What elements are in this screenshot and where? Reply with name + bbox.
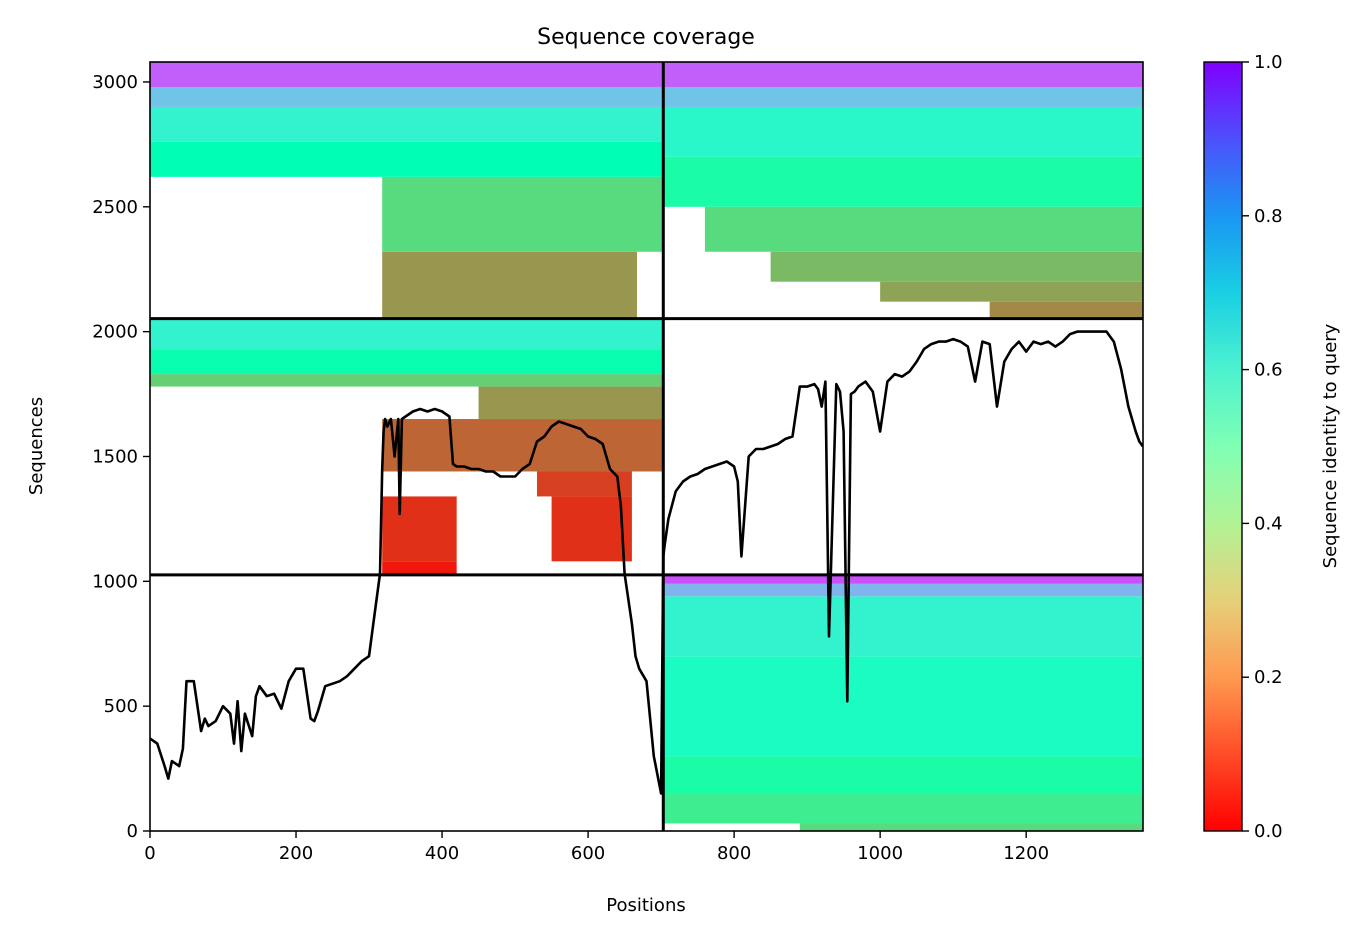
x-tick-label: 0: [144, 843, 155, 864]
y-tick-label: 1500: [92, 446, 138, 467]
coverage-band: [799, 823, 1143, 831]
coverage-band: [880, 281, 1143, 302]
coverage-band: [382, 496, 457, 562]
coverage-heatmap: [150, 62, 1143, 831]
coverage-band: [150, 349, 664, 375]
plot-frame: [149, 61, 1144, 832]
coverage-band: [150, 374, 664, 387]
y-tick-label: 3000: [92, 72, 138, 93]
coverage-line: [150, 330, 1143, 795]
coverage-band: [150, 141, 664, 177]
coverage-band: [663, 86, 1143, 107]
coverage-band: [150, 86, 664, 107]
colorbar-tick-label: 0.2: [1254, 667, 1283, 688]
x-tick-label: 800: [717, 843, 751, 864]
x-tick-label: 200: [279, 843, 313, 864]
coverage-band: [663, 583, 1143, 597]
colorbar-tick-label: 0.0: [1254, 821, 1283, 842]
x-tick-label: 1000: [857, 843, 903, 864]
coverage-band: [663, 656, 1143, 757]
colorbar-tick-label: 0.8: [1254, 206, 1283, 227]
chart-title: Sequence coverage: [537, 25, 755, 50]
coverage-band: [150, 106, 664, 142]
colorbar: [1203, 61, 1243, 832]
coverage-band: [704, 206, 1143, 252]
x-axis: 0 200 400 600 800 1000 1200: [144, 831, 1049, 864]
block-boundaries: [150, 62, 1143, 831]
y-axis-label: Sequences: [26, 397, 47, 495]
coverage-band: [663, 793, 1143, 824]
coverage-band: [382, 251, 638, 319]
coverage-band: [663, 596, 1143, 657]
coverage-band: [478, 386, 664, 420]
colorbar-tick-label: 0.6: [1254, 360, 1283, 381]
y-tick-label: 1000: [92, 571, 138, 592]
coverage-band: [663, 156, 1143, 207]
x-tick-label: 600: [571, 843, 605, 864]
coverage-band: [551, 496, 632, 562]
coverage-band: [663, 62, 1143, 87]
coverage-band: [770, 251, 1143, 282]
coverage-band: [382, 419, 664, 472]
colorbar-tick-label: 1.0: [1254, 52, 1283, 73]
colorbar-label: Sequence identity to query: [1320, 323, 1341, 568]
y-axis: 0 500 1000 1500 2000 2500 3000: [92, 72, 150, 842]
y-tick-label: 0: [127, 821, 138, 842]
coverage-line-layer: [150, 330, 1143, 795]
coverage-band: [663, 106, 1143, 157]
y-tick-label: 2500: [92, 197, 138, 218]
x-tick-label: 400: [425, 843, 459, 864]
coverage-band: [150, 62, 664, 87]
y-tick-label: 2000: [92, 322, 138, 343]
coverage-band: [382, 176, 664, 252]
x-axis-label: Positions: [606, 895, 685, 916]
coverage-band: [150, 318, 664, 350]
coverage-band: [989, 301, 1143, 319]
coverage-band: [663, 574, 1143, 584]
coverage-band: [382, 561, 457, 574]
x-tick-label: 1200: [1003, 843, 1049, 864]
y-tick-label: 500: [104, 696, 138, 717]
colorbar-axis: 0.0 0.2 0.4 0.6 0.8 1.0: [1242, 52, 1283, 842]
colorbar-tick-label: 0.4: [1254, 513, 1283, 534]
coverage-band: [663, 756, 1143, 794]
